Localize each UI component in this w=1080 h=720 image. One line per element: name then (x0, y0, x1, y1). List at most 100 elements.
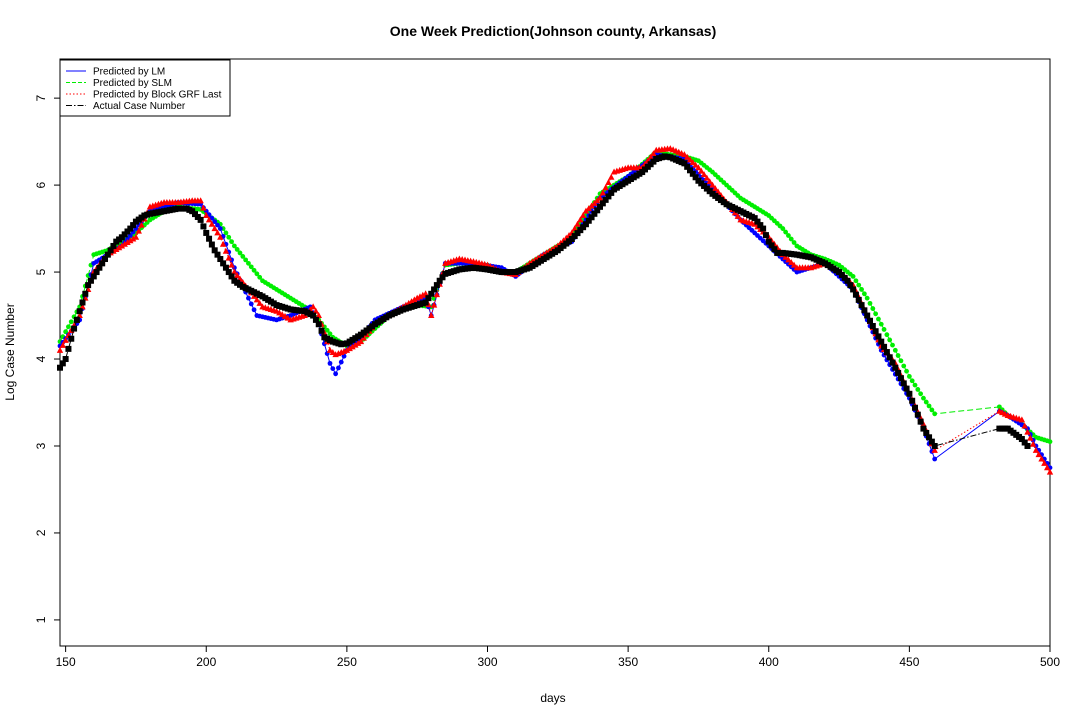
data-point (897, 375, 904, 382)
data-point (59, 341, 67, 348)
data-point (312, 307, 320, 314)
x-tick-label: 150 (56, 655, 76, 669)
series-line (59, 151, 1051, 443)
data-point (439, 274, 446, 281)
data-point (571, 225, 578, 232)
series-line (59, 155, 1028, 447)
data-point (62, 336, 69, 343)
data-point (228, 261, 235, 268)
data-point (928, 438, 935, 445)
data-point (847, 282, 854, 289)
series-line (59, 154, 1051, 468)
data-point (197, 197, 204, 204)
data-point (909, 397, 916, 404)
data-point (234, 247, 240, 252)
data-point (217, 233, 224, 240)
axis-layer: 150 200 250 300 350 400 450 500 1 2 3 4 5 6 7 (34, 94, 1060, 669)
series-actual-case-number (57, 153, 1031, 449)
data-point (765, 238, 772, 245)
data-point (79, 303, 86, 310)
data-point (422, 299, 429, 306)
data-point (217, 256, 224, 263)
data-point (243, 257, 249, 263)
data-point (754, 218, 761, 225)
data-point (349, 343, 356, 350)
x-tick-label: 450 (899, 655, 919, 669)
data-point (647, 153, 654, 160)
data-point (203, 212, 210, 219)
data-point (786, 233, 791, 238)
data-point (850, 286, 857, 293)
data-point (791, 240, 797, 245)
data-point (892, 347, 898, 353)
data-point (62, 356, 69, 363)
data-point (211, 247, 218, 254)
data-point (327, 331, 333, 337)
data-point (574, 220, 581, 227)
data-point (110, 242, 117, 249)
data-point (904, 368, 909, 374)
data-point (858, 302, 865, 309)
x-tick-label: 300 (477, 655, 497, 669)
data-point (99, 260, 106, 267)
data-point (127, 237, 134, 244)
data-point (310, 312, 317, 319)
x-tick-label: 200 (196, 655, 216, 669)
data-point (689, 170, 696, 177)
data-point (855, 296, 862, 303)
data-point (1041, 459, 1048, 466)
y-tick-label: 6 (34, 181, 48, 188)
data-point (870, 306, 876, 311)
data-point (931, 442, 938, 449)
data-point (883, 349, 890, 356)
data-point (912, 382, 918, 388)
data-point (90, 273, 97, 280)
data-point (923, 399, 929, 405)
data-point (231, 268, 238, 275)
data-point (71, 325, 78, 332)
data-point (687, 167, 693, 174)
y-tick-label: 1 (34, 616, 48, 623)
data-point (903, 385, 910, 392)
legend-label: Predicted by LM (93, 67, 165, 78)
data-point (318, 327, 325, 334)
data-point (352, 341, 359, 348)
data-point (867, 317, 873, 324)
data-point (433, 282, 440, 289)
data-point (757, 222, 764, 229)
data-point (890, 342, 895, 348)
data-point (138, 221, 145, 228)
data-point (115, 244, 123, 251)
y-tick-label: 7 (34, 94, 48, 101)
data-point (852, 291, 859, 298)
data-point (240, 254, 246, 259)
chart-title: One Week Prediction(Johnson county, Arka… (390, 23, 716, 39)
series-predicted-by-lm (57, 152, 1053, 471)
data-point (914, 411, 921, 418)
data-point (921, 395, 926, 401)
data-point (428, 290, 435, 297)
data-point (926, 434, 933, 441)
data-point (425, 295, 432, 302)
data-point (68, 335, 75, 342)
data-point (878, 338, 885, 345)
data-point (430, 301, 438, 308)
data-point (206, 235, 213, 242)
data-point (82, 290, 89, 297)
data-point (132, 233, 140, 240)
data-point (130, 222, 137, 229)
data-point (56, 346, 64, 353)
data-point (225, 269, 232, 276)
data-point (785, 256, 792, 263)
data-point (861, 291, 867, 297)
y-tick-label: 3 (34, 442, 48, 449)
data-point (650, 150, 657, 157)
series-layer (56, 145, 1054, 475)
data-point (703, 174, 711, 181)
data-point (214, 251, 221, 258)
x-tick-label: 350 (618, 655, 638, 669)
data-point (579, 212, 587, 219)
data-point (783, 229, 789, 235)
data-point (864, 312, 871, 319)
data-point (343, 346, 351, 353)
